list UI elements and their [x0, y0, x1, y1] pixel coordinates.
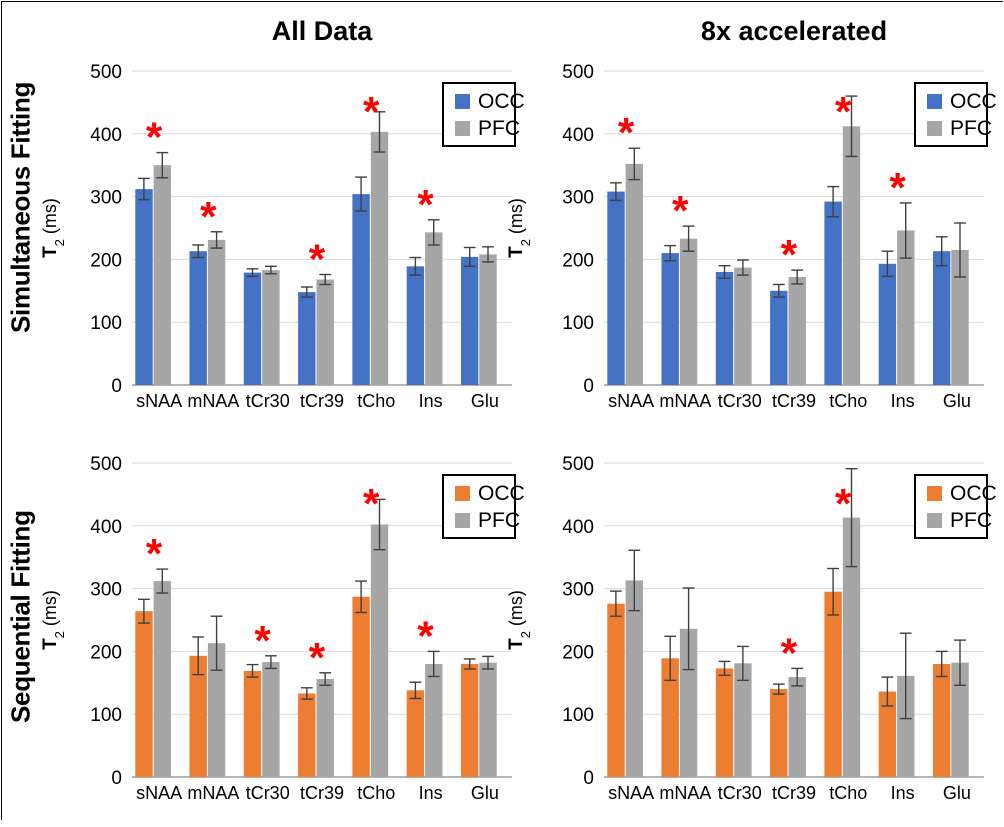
svg-text:tCr39: tCr39	[300, 391, 344, 411]
svg-text:200: 200	[90, 642, 122, 663]
svg-text:*: *	[781, 629, 798, 676]
svg-text:tCr30: tCr30	[718, 391, 762, 411]
svg-text:tCr39: tCr39	[772, 391, 816, 411]
svg-text:tCr30: tCr30	[246, 783, 290, 803]
svg-text:All Data: All Data	[272, 16, 374, 46]
svg-text:200: 200	[90, 250, 122, 271]
svg-text:OCC: OCC	[478, 482, 525, 505]
svg-text:tCho: tCho	[357, 783, 395, 803]
svg-text:500: 500	[562, 62, 594, 83]
svg-text:*: *	[781, 231, 798, 278]
svg-text:400: 400	[90, 517, 122, 538]
svg-text:tCho: tCho	[357, 391, 395, 411]
svg-text:*: *	[146, 530, 163, 577]
svg-text:PFC: PFC	[950, 509, 992, 532]
svg-text:mNAA: mNAA	[187, 391, 239, 411]
svg-text:OCC: OCC	[950, 90, 997, 113]
svg-text:sNAA: sNAA	[608, 391, 654, 411]
svg-text:mNAA: mNAA	[187, 783, 239, 803]
svg-text:*: *	[672, 187, 689, 234]
svg-text:*: *	[309, 634, 326, 681]
svg-text:mNAA: mNAA	[659, 391, 711, 411]
svg-text:100: 100	[90, 705, 122, 726]
svg-text:*: *	[835, 480, 852, 527]
svg-text:Glu: Glu	[943, 391, 971, 411]
svg-text:200: 200	[562, 250, 594, 271]
svg-text:Glu: Glu	[943, 783, 971, 803]
svg-text:Glu: Glu	[471, 391, 499, 411]
svg-text:200: 200	[562, 642, 594, 663]
svg-text:PFC: PFC	[950, 117, 992, 140]
svg-text:*: *	[309, 236, 326, 283]
svg-text:300: 300	[90, 188, 122, 209]
svg-text:PFC: PFC	[478, 117, 520, 140]
svg-text:*: *	[618, 109, 635, 156]
svg-text:sNAA: sNAA	[608, 783, 654, 803]
svg-text:8x accelerated: 8x accelerated	[701, 16, 887, 46]
svg-text:*: *	[417, 612, 434, 659]
svg-text:tCr39: tCr39	[300, 783, 344, 803]
svg-text:*: *	[200, 193, 217, 240]
svg-text:Glu: Glu	[471, 783, 499, 803]
svg-text:400: 400	[562, 125, 594, 146]
svg-text:Ins: Ins	[419, 783, 443, 803]
svg-text:0: 0	[111, 376, 122, 397]
svg-text:*: *	[146, 114, 163, 161]
svg-text:sNAA: sNAA	[136, 391, 182, 411]
svg-text:0: 0	[583, 768, 594, 789]
svg-text:tCho: tCho	[829, 391, 867, 411]
svg-text:300: 300	[562, 580, 594, 601]
svg-text:tCr39: tCr39	[772, 783, 816, 803]
svg-text:OCC: OCC	[478, 90, 525, 113]
svg-text:400: 400	[562, 517, 594, 538]
svg-text:*: *	[363, 88, 380, 135]
svg-text:100: 100	[90, 313, 122, 334]
svg-text:*: *	[835, 88, 852, 135]
svg-text:100: 100	[562, 313, 594, 334]
svg-text:*: *	[254, 617, 271, 664]
svg-text:500: 500	[90, 62, 122, 83]
svg-text:*: *	[417, 181, 434, 228]
svg-text:100: 100	[562, 705, 594, 726]
svg-text:tCho: tCho	[829, 783, 867, 803]
svg-text:Ins: Ins	[891, 783, 915, 803]
svg-text:Ins: Ins	[891, 391, 915, 411]
svg-text:PFC: PFC	[478, 509, 520, 532]
svg-text:*: *	[363, 480, 380, 527]
svg-text:sNAA: sNAA	[136, 783, 182, 803]
svg-text:300: 300	[90, 580, 122, 601]
svg-text:400: 400	[90, 125, 122, 146]
svg-text:500: 500	[90, 454, 122, 475]
svg-text:tCr30: tCr30	[246, 391, 290, 411]
svg-text:0: 0	[583, 376, 594, 397]
svg-text:300: 300	[562, 188, 594, 209]
svg-text:*: *	[889, 164, 906, 211]
svg-text:tCr30: tCr30	[718, 783, 762, 803]
svg-text:Ins: Ins	[419, 391, 443, 411]
svg-text:500: 500	[562, 454, 594, 475]
svg-text:OCC: OCC	[950, 482, 997, 505]
svg-text:0: 0	[111, 768, 122, 789]
svg-text:mNAA: mNAA	[659, 783, 711, 803]
